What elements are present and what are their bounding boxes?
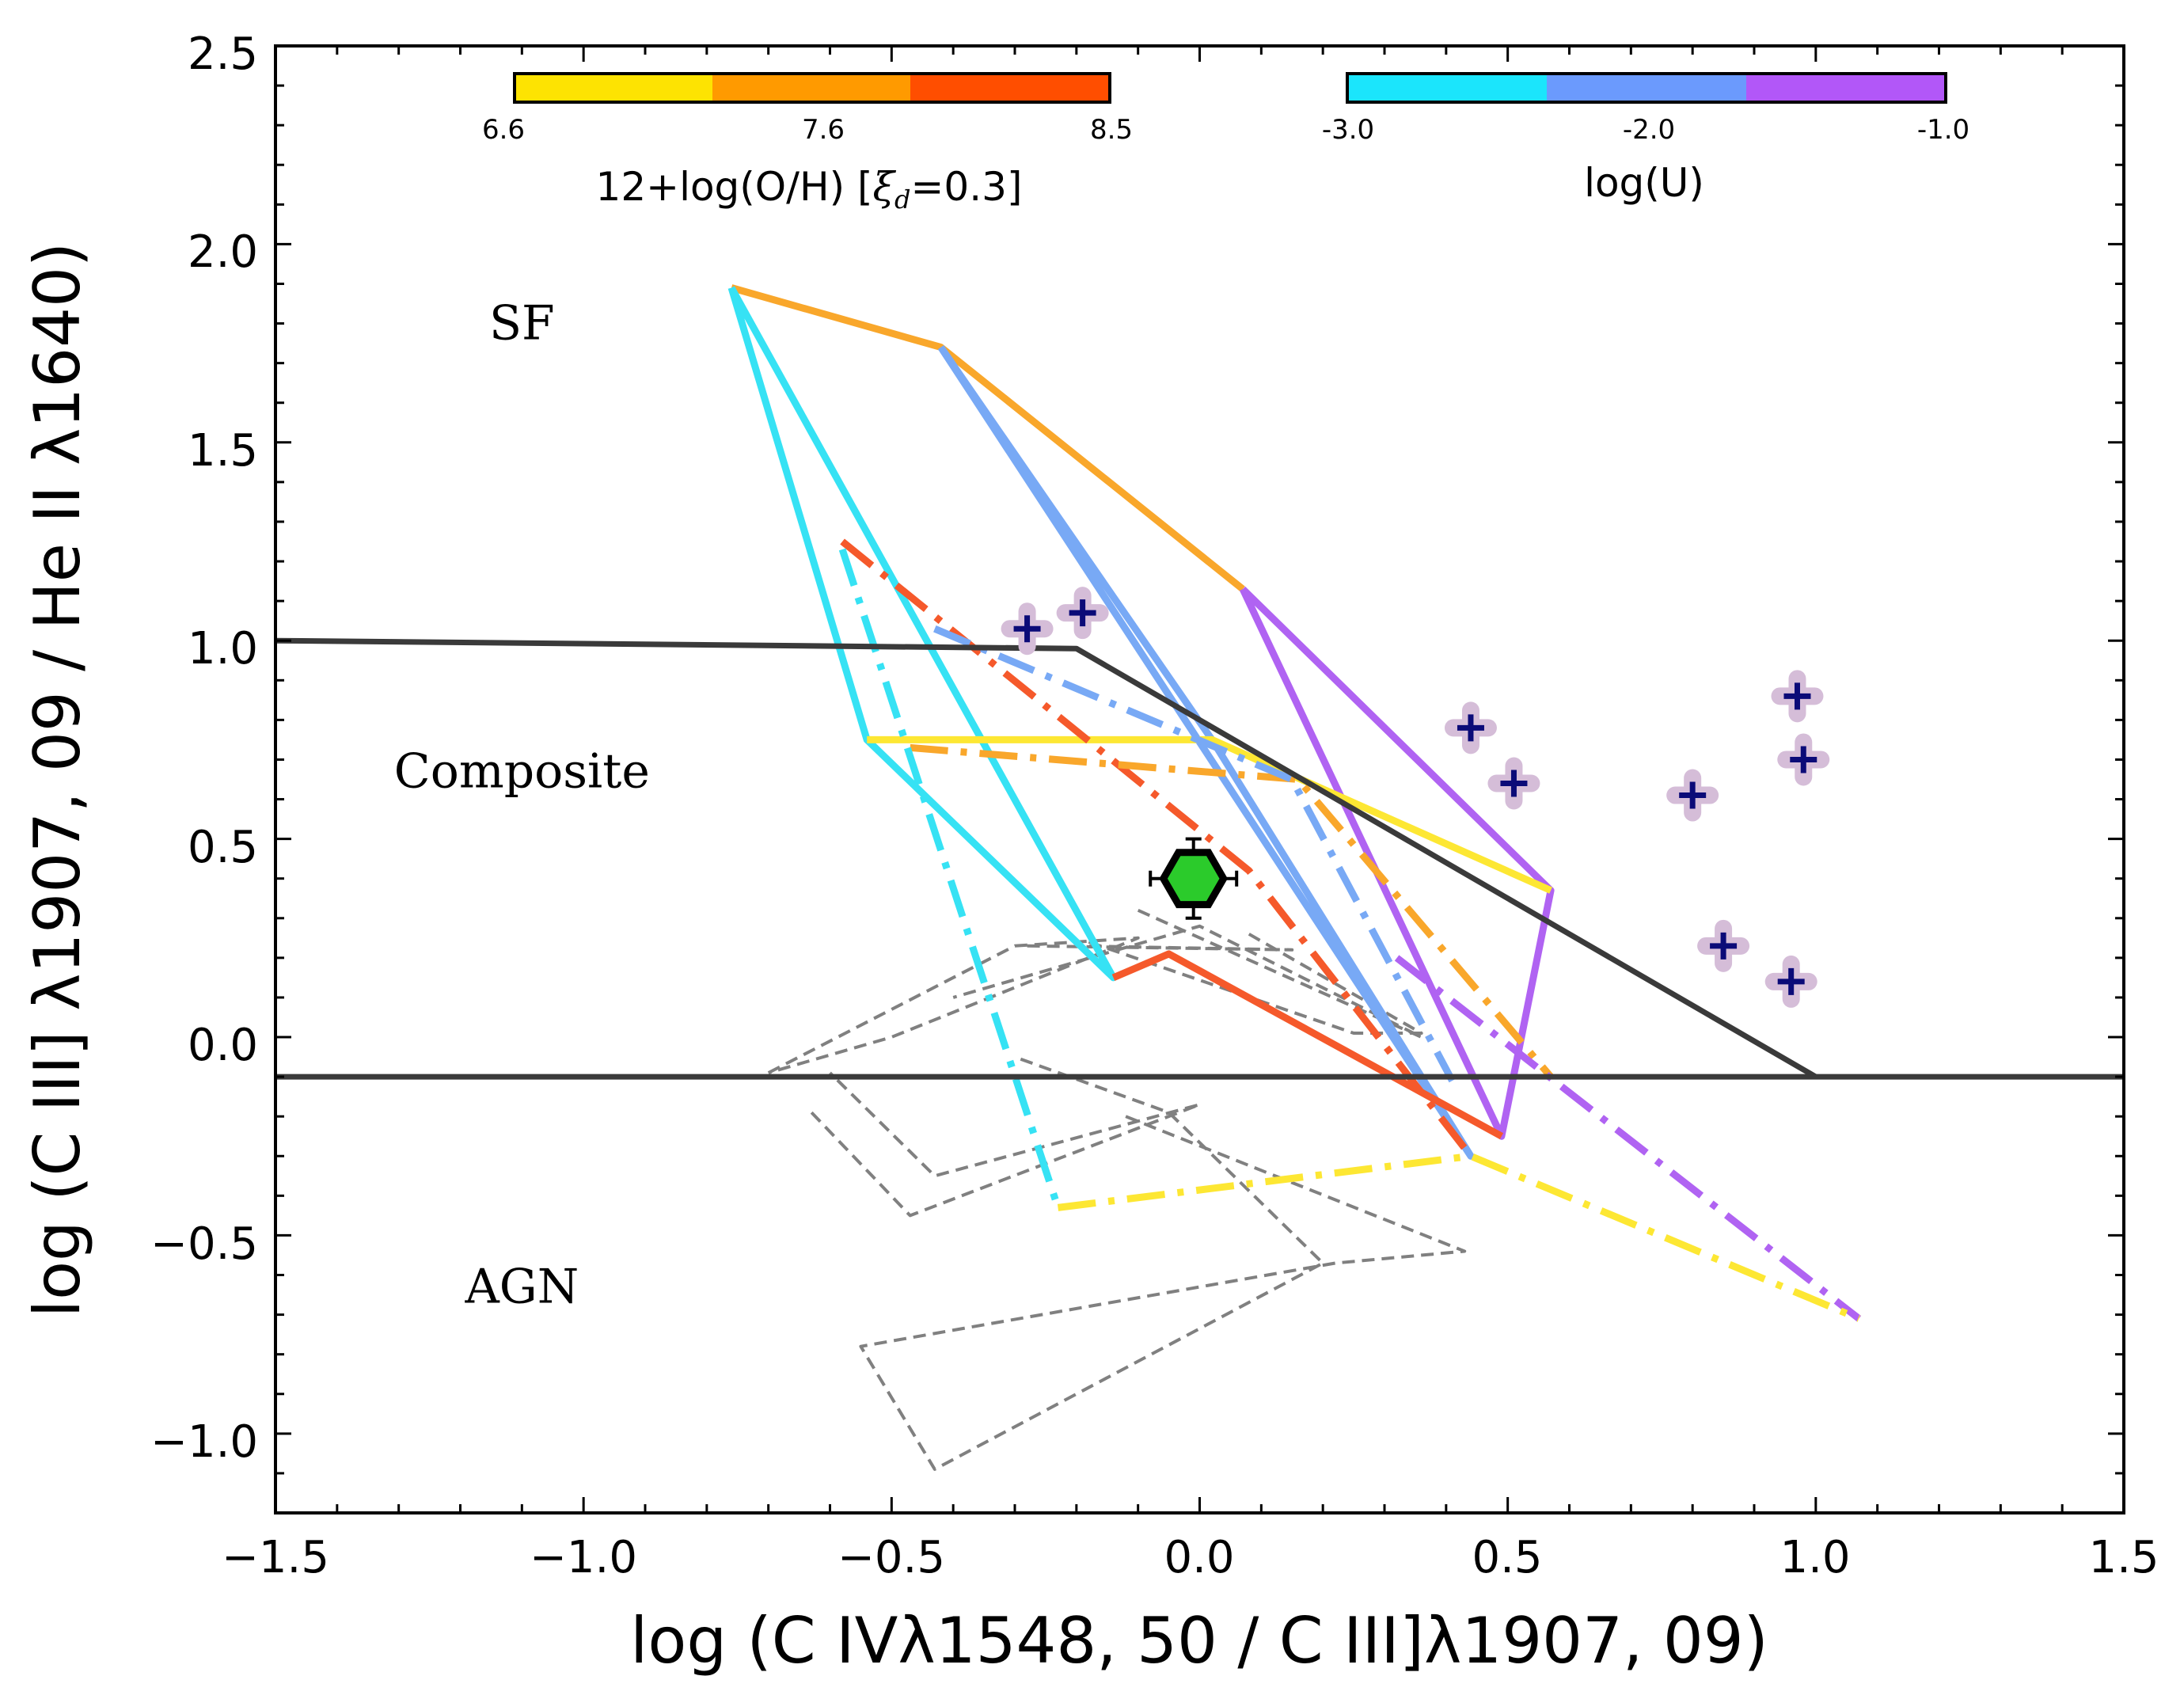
- axis-ticks: [274, 44, 2125, 1514]
- y-tick-label: 0.0: [188, 1020, 258, 1071]
- region-label-sf: SF: [489, 296, 555, 352]
- colorbar-title-suffix: =0.3]: [911, 164, 1023, 210]
- agn-grid-line: [1027, 944, 1294, 952]
- observed-point: [1777, 733, 1830, 786]
- model-grid-line: [867, 735, 1552, 894]
- observed-point-marker: [1790, 746, 1817, 773]
- region-label-composite: Composite: [394, 744, 650, 800]
- observed-point-marker: [1500, 770, 1528, 797]
- model-grid-line: [937, 345, 1475, 1160]
- agn-grid-line: [810, 1071, 1202, 1218]
- demarcation-lines: [275, 637, 2124, 1080]
- colorbar-tick-label: 6.6: [482, 114, 525, 146]
- colorbar-tick-label: -2.0: [1623, 114, 1675, 146]
- observed-point-marker: [1679, 781, 1707, 809]
- x-tick-label: 0.0: [1164, 1532, 1234, 1583]
- colorbar-tick-label: 7.6: [802, 114, 845, 146]
- x-tick-label: 0.5: [1472, 1532, 1542, 1583]
- target-point: [1149, 837, 1239, 920]
- observed-point: [1487, 757, 1540, 810]
- agn-grid-line: [1088, 933, 1423, 1035]
- x-tick-label: 1.0: [1779, 1532, 1850, 1583]
- colorbar-frame: [1346, 72, 1947, 104]
- x-tick-labels: −1.5 −1.0 −0.5 0.0 0.5 1.0 1.5: [222, 1532, 2159, 1583]
- y-tick-label: 2.5: [188, 29, 258, 80]
- colorbar-frame: [513, 72, 1111, 104]
- target-hexagon: [1159, 849, 1228, 909]
- observed-point-marker: [1783, 682, 1811, 710]
- colorbar-tick-label: -1.0: [1917, 114, 1969, 146]
- observed-point: [1697, 919, 1750, 972]
- colorbar-swatch: [1746, 74, 1946, 102]
- agn-grid-line: [767, 936, 1140, 1075]
- x-tick-label: 1.5: [2088, 1532, 2159, 1583]
- model-grids: [727, 284, 1862, 1471]
- observed-point: [1771, 670, 1824, 723]
- colorbar-swatch: [712, 74, 910, 102]
- observed-point-marker: [1710, 932, 1738, 960]
- y-tick-labels: −1.0 −0.5 0.0 0.5 1.0 1.5 2.0 2.5: [150, 29, 258, 1468]
- colorbar-title-subscript: d: [894, 184, 910, 215]
- observed-point: [1764, 955, 1817, 1008]
- y-tick-label: 2.0: [188, 226, 258, 278]
- observed-point: [1444, 701, 1497, 754]
- demarcation-line: [275, 637, 1817, 1080]
- observed-point: [1056, 587, 1109, 640]
- agn-grid-line: [859, 1055, 1467, 1471]
- colorbar-title: 12+log(O/H) [ξd=0.3]: [596, 164, 1023, 215]
- data-points: [1001, 587, 1830, 1008]
- model-grid-line: [840, 538, 1474, 1159]
- colorbar-swatch: [1547, 74, 1746, 102]
- x-tick-label: −1.0: [530, 1532, 637, 1583]
- y-tick-label: −0.5: [150, 1218, 258, 1270]
- region-label-agn: AGN: [464, 1260, 579, 1315]
- x-axis-label: log (C IVλ1548, 50 / C III]λ1907, 09): [630, 1604, 1768, 1678]
- observed-point-marker: [1457, 714, 1484, 742]
- colorbar-title: log(U): [1584, 160, 1704, 206]
- colorbar-swatch: [910, 74, 1110, 102]
- x-tick-label: −1.5: [222, 1532, 329, 1583]
- y-tick-label: 0.5: [188, 822, 258, 873]
- model-grid-line: [1394, 955, 1862, 1322]
- colorbar-swatch: [1347, 74, 1547, 102]
- observed-point: [1001, 602, 1054, 656]
- y-tick-label: 1.0: [188, 623, 258, 675]
- colorbar-ionization: -3.0 -2.0 -1.0 log(U): [1322, 72, 1969, 206]
- colorbar-tick-label: -3.0: [1322, 114, 1374, 146]
- model-grid-line: [838, 548, 1062, 1209]
- colorbar-title-symbol: ξ: [873, 164, 897, 210]
- y-axis-label: log (C III] λ1907, 09 / He II λ1640): [21, 242, 94, 1317]
- colorbar-swatch: [515, 74, 712, 102]
- x-tick-label: −0.5: [838, 1532, 945, 1583]
- observed-point-marker: [1013, 615, 1041, 643]
- model-grid-line: [910, 743, 1554, 1080]
- observed-point-marker: [1777, 967, 1805, 995]
- observed-point: [1666, 769, 1719, 822]
- y-tick-label: −1.0: [150, 1416, 258, 1468]
- colorbar-tick-label: 8.5: [1090, 114, 1133, 146]
- y-tick-label: 1.5: [188, 425, 258, 477]
- colorbar-title-prefix: 12+log(O/H) [: [596, 164, 873, 210]
- model-grid-line: [727, 286, 1117, 982]
- colorbar-metallicity: 6.6 7.6 8.5 12+log(O/H) [ξd=0.3]: [482, 72, 1133, 215]
- observed-point-marker: [1069, 599, 1096, 627]
